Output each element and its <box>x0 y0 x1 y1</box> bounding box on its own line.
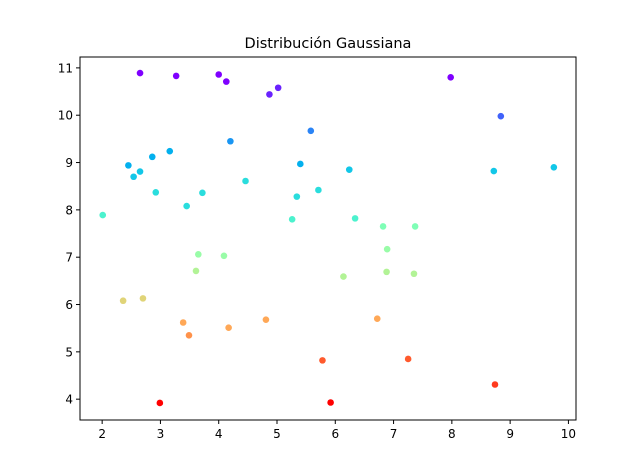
plot-frame <box>79 56 577 421</box>
y-tick-label: 10 <box>58 109 73 123</box>
y-tick-label: 11 <box>58 61 73 75</box>
data-point <box>550 163 558 171</box>
data-point <box>172 72 180 80</box>
data-point <box>411 223 419 230</box>
data-point <box>297 160 304 168</box>
data-point <box>139 295 147 302</box>
data-point <box>185 331 193 339</box>
data-point <box>136 168 144 175</box>
data-point <box>130 173 137 181</box>
data-point <box>220 252 228 260</box>
data-point <box>345 166 353 173</box>
data-point <box>491 381 499 388</box>
data-point <box>340 273 347 280</box>
data-point <box>288 216 296 223</box>
data-point <box>327 399 334 406</box>
x-tick-label: 10 <box>561 427 576 441</box>
data-point <box>319 357 326 364</box>
data-point <box>293 193 301 200</box>
data-point <box>379 223 387 230</box>
points-layer <box>99 69 558 407</box>
x-tick-label: 2 <box>98 427 106 441</box>
data-point <box>497 112 505 120</box>
data-point <box>410 270 418 278</box>
x-tick-label: 8 <box>448 427 456 441</box>
data-point <box>227 137 234 145</box>
y-tick-label: 5 <box>65 345 73 359</box>
data-point <box>315 186 322 194</box>
y-tick-label: 7 <box>65 251 73 265</box>
data-point <box>152 189 160 196</box>
data-point <box>179 319 187 326</box>
data-point <box>262 316 270 323</box>
data-point <box>99 211 107 219</box>
x-tick-label: 9 <box>506 427 514 441</box>
data-point <box>307 127 315 135</box>
x-tick-label: 3 <box>157 427 165 441</box>
data-point <box>148 153 156 161</box>
data-point <box>383 268 390 276</box>
data-point <box>119 297 127 305</box>
data-point <box>266 91 273 98</box>
data-point <box>192 267 200 275</box>
data-point <box>125 162 132 169</box>
data-point <box>274 84 282 92</box>
data-point <box>447 74 454 81</box>
data-point <box>351 215 359 222</box>
data-point <box>199 189 206 197</box>
y-tick-label: 8 <box>65 203 73 217</box>
data-point <box>383 245 391 253</box>
data-point <box>373 315 381 323</box>
chart-title: Distribución Gaussiana <box>245 36 412 52</box>
data-point <box>183 202 190 210</box>
data-point <box>166 147 174 155</box>
data-point <box>404 355 412 363</box>
data-point <box>490 167 498 175</box>
x-tick-label: 7 <box>390 427 398 441</box>
data-point <box>156 399 164 407</box>
data-point <box>242 177 249 185</box>
data-point <box>225 324 232 332</box>
data-point <box>215 71 223 78</box>
x-tick-label: 5 <box>273 427 281 441</box>
data-point <box>222 78 230 85</box>
data-point <box>136 69 144 77</box>
y-tick-label: 9 <box>65 156 73 170</box>
x-tick-label: 6 <box>331 427 339 441</box>
x-tick-label: 4 <box>215 427 223 441</box>
y-tick-label: 4 <box>65 393 73 407</box>
axes-layer: 2 3 4 5 6 7 8 9 10 4 5 6 7 8 9 10 11 <box>58 56 577 441</box>
y-tick-label: 6 <box>65 298 73 312</box>
data-point <box>195 251 202 258</box>
